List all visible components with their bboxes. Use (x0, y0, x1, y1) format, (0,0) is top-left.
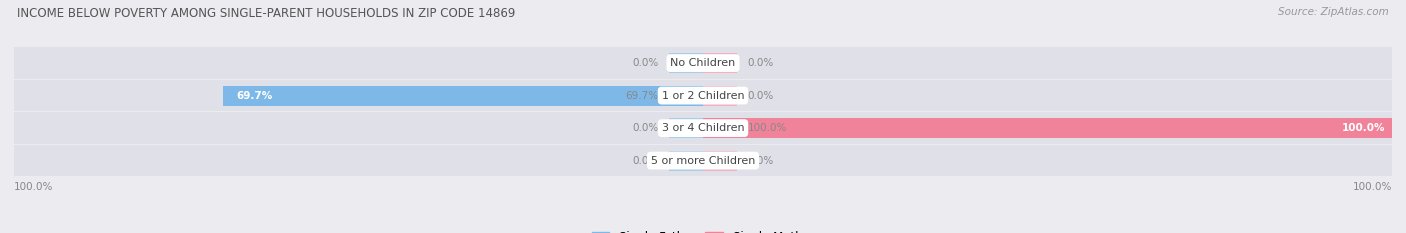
Bar (703, 151, 738, 171)
Bar (703, 118, 738, 138)
Text: 0.0%: 0.0% (631, 156, 658, 166)
Bar (703, 53, 738, 73)
Bar (669, 53, 703, 73)
Text: 0.0%: 0.0% (748, 156, 775, 166)
Text: 1 or 2 Children: 1 or 2 Children (662, 91, 744, 101)
Text: 100.0%: 100.0% (748, 123, 787, 133)
Bar (669, 151, 703, 171)
Bar (14, 48, 1392, 79)
Bar (14, 113, 1392, 144)
Bar (703, 118, 1392, 138)
Text: 0.0%: 0.0% (748, 58, 775, 68)
Text: 5 or more Children: 5 or more Children (651, 156, 755, 166)
Text: INCOME BELOW POVERTY AMONG SINGLE-PARENT HOUSEHOLDS IN ZIP CODE 14869: INCOME BELOW POVERTY AMONG SINGLE-PARENT… (17, 7, 515, 20)
Text: 0.0%: 0.0% (631, 58, 658, 68)
Text: 69.7%: 69.7% (236, 91, 273, 101)
Text: 100.0%: 100.0% (1341, 123, 1385, 133)
Text: 0.0%: 0.0% (631, 123, 658, 133)
Bar (669, 86, 703, 106)
Text: Source: ZipAtlas.com: Source: ZipAtlas.com (1278, 7, 1389, 17)
Bar (14, 145, 1392, 176)
Text: 0.0%: 0.0% (748, 91, 775, 101)
Text: 69.7%: 69.7% (626, 91, 658, 101)
Bar (222, 86, 703, 106)
Bar (703, 86, 738, 106)
Bar (669, 118, 703, 138)
Text: 100.0%: 100.0% (1353, 182, 1392, 192)
Bar (14, 80, 1392, 111)
Text: 100.0%: 100.0% (14, 182, 53, 192)
Text: No Children: No Children (671, 58, 735, 68)
Legend: Single Father, Single Mother: Single Father, Single Mother (586, 226, 820, 233)
Text: 3 or 4 Children: 3 or 4 Children (662, 123, 744, 133)
